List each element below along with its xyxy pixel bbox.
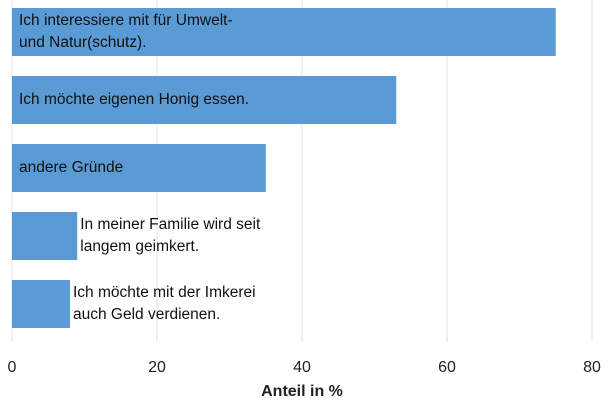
x-tick-label: 20	[148, 359, 166, 376]
category-label: Ich interessiere mit für Umwelt- und Nat…	[19, 12, 233, 51]
category-label: In meiner Familie wird seit langem geimk…	[80, 216, 261, 255]
category-label: andere Gründe	[19, 159, 124, 176]
category-label: Ich möchte mit der Imkerei auch Geld ver…	[73, 284, 256, 323]
x-tick-label: 40	[293, 359, 311, 376]
x-tick-label: 60	[438, 359, 456, 376]
bar	[12, 8, 556, 56]
x-tick-label: 0	[8, 359, 17, 376]
x-axis-title: Anteil in %	[261, 383, 343, 400]
bar	[12, 76, 397, 124]
category-label: Ich möchte eigenen Honig essen.	[19, 91, 250, 108]
bar	[12, 212, 78, 260]
bar	[12, 144, 266, 192]
x-tick-label: 80	[583, 359, 601, 376]
bar	[12, 280, 70, 328]
